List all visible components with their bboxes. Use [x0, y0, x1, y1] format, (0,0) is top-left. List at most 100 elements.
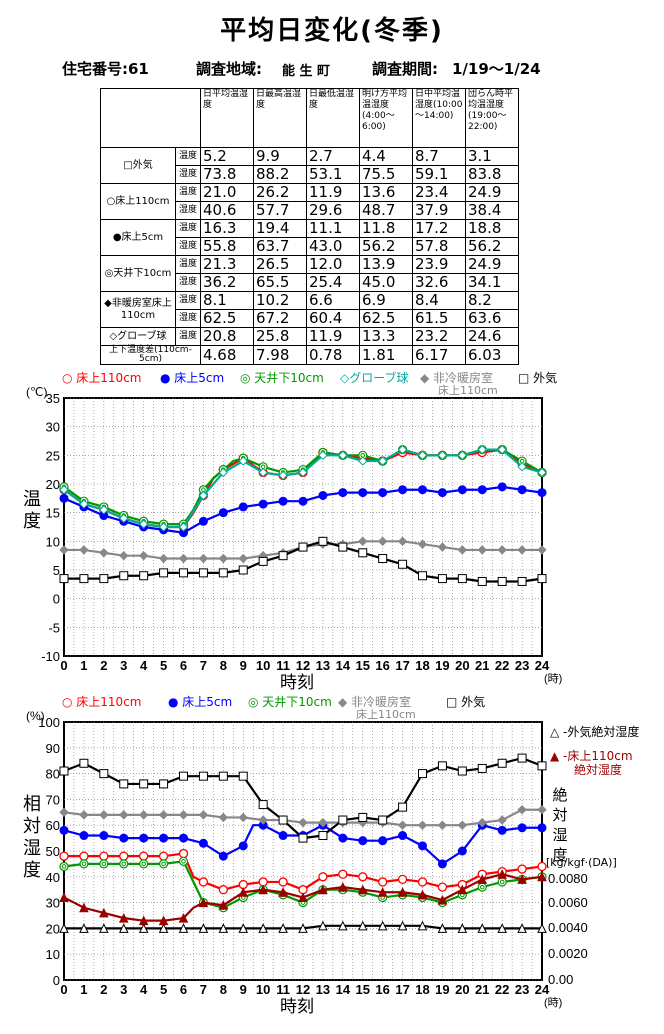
- x-axis-label: 時刻: [280, 997, 314, 1017]
- x-tick-label: 18: [415, 982, 429, 997]
- x-tick-label: 4: [140, 982, 148, 997]
- data-point: [477, 923, 488, 933]
- data-point: [497, 482, 507, 492]
- x-tick-label: 12: [296, 982, 310, 997]
- data-point: [417, 450, 428, 461]
- data-point: [298, 817, 308, 828]
- data-point: [158, 859, 169, 869]
- data-point: [258, 923, 268, 933]
- data-point: [497, 444, 507, 455]
- legend-item: ◎ 天井下10cm: [248, 695, 332, 709]
- data-point: [79, 810, 89, 820]
- y-tick-label: 5: [53, 563, 60, 578]
- data-point: [418, 485, 427, 495]
- y-tick-label: 100: [38, 715, 60, 730]
- data-point: [258, 467, 268, 478]
- data-point: [457, 545, 468, 555]
- data-point: [59, 861, 69, 872]
- data-point: [358, 456, 368, 466]
- data-point: [178, 848, 189, 859]
- data-point: [99, 810, 109, 820]
- data-point: [139, 833, 149, 843]
- data-point: [59, 766, 69, 776]
- y-tick-label: 90: [46, 741, 60, 756]
- table-cell-temp: 8.4: [412, 291, 466, 310]
- x-tick-label: 3: [120, 982, 127, 997]
- legend-item: ● 床上5cm: [168, 695, 232, 709]
- data-point: [79, 859, 89, 869]
- data-point: [298, 833, 308, 843]
- data-point: [118, 912, 129, 923]
- data-point: [158, 923, 169, 933]
- data-point: [198, 553, 209, 564]
- data-point: [537, 923, 547, 933]
- data-point: [99, 574, 109, 584]
- y2-tick-label: 0.00: [548, 972, 573, 987]
- y-tick-label: 15: [46, 506, 60, 521]
- data-point: [198, 838, 208, 848]
- data-point: [497, 545, 507, 555]
- side-legend-2: ▲ -床上110cm: [550, 749, 633, 763]
- data-point: [158, 553, 169, 564]
- y-tick-label: 20: [46, 477, 60, 492]
- table-cell-hum: 43.0: [306, 237, 360, 256]
- legend-item: ● 床上5cm: [160, 371, 224, 385]
- data-point: [437, 574, 447, 584]
- data-point: [477, 763, 487, 773]
- data-point: [537, 545, 547, 555]
- table-cell-temp: 9.9: [253, 147, 307, 166]
- data-point: [238, 771, 248, 781]
- y-unit: (℃): [26, 385, 47, 399]
- y-unit: (%): [26, 709, 45, 723]
- data-point: [397, 444, 408, 455]
- data-point: [99, 923, 109, 933]
- x-tick-label: 2: [100, 982, 107, 997]
- y-tick-label: 0: [53, 973, 60, 988]
- data-point: [318, 831, 328, 841]
- data-point: [218, 508, 228, 518]
- data-point-inner: [499, 879, 505, 885]
- data-point: [238, 565, 248, 575]
- summary-table: 日平均温湿度 日最高温湿度 日最低温湿度 明け方平均温湿度(4:00～6:00) 日中平…: [100, 88, 519, 365]
- data-point: [278, 831, 288, 841]
- data-point: [338, 882, 348, 892]
- data-point: [358, 548, 368, 558]
- y-tick-label: -5: [48, 620, 60, 635]
- data-point: [358, 836, 368, 846]
- x-tick-label: 19: [435, 982, 449, 997]
- table-cell-temp: 26.5: [253, 255, 307, 274]
- y-axis-label-char: 相: [23, 794, 41, 815]
- legend-item: ◆ 非冷暖房室: [420, 370, 493, 385]
- data-point: [99, 831, 109, 841]
- data-point: [377, 536, 388, 547]
- table-cell-hum: 57.7: [253, 201, 307, 220]
- data-point: [378, 877, 388, 887]
- table-cell-hum: 37.9: [412, 201, 466, 220]
- data-point: [338, 815, 348, 825]
- data-point: [318, 872, 328, 882]
- table-cell-temp: 13.3: [359, 327, 413, 346]
- legend-item: ○ 床上110cm: [62, 695, 141, 709]
- data-point: [417, 920, 428, 931]
- data-point: [378, 836, 388, 846]
- data-point: [358, 536, 368, 547]
- y2-tick-label: 0.0020: [548, 946, 588, 961]
- data-point: [138, 519, 149, 529]
- data-point: [119, 833, 129, 843]
- data-point: [79, 923, 89, 933]
- x-tick-label: 7: [200, 982, 207, 997]
- data-point: [79, 851, 89, 861]
- y2-unit: [kg/kgf·(DA)]: [546, 856, 617, 869]
- data-point: [218, 812, 229, 823]
- data-point: [178, 923, 189, 933]
- y2-axis-label-char: 度: [552, 846, 567, 864]
- data-point: [537, 761, 547, 771]
- data-point: [139, 571, 149, 581]
- data-point: [218, 923, 229, 933]
- data-point: [357, 884, 368, 895]
- data-point: [99, 851, 109, 861]
- data-point: [457, 450, 468, 461]
- data-point: [338, 920, 348, 931]
- data-point: [537, 488, 547, 498]
